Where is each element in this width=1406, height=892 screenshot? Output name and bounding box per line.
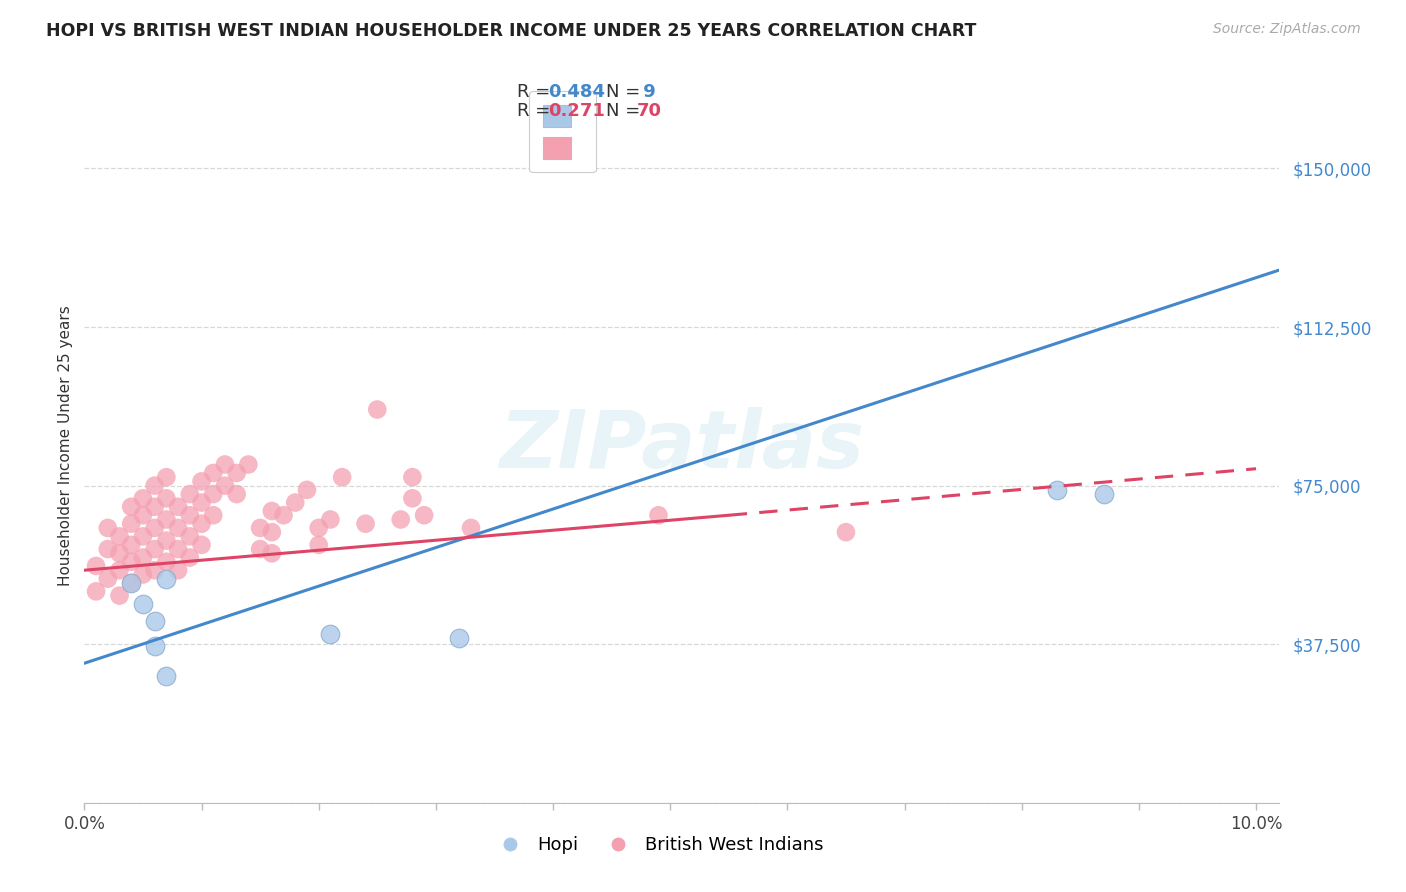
Point: [132, 491, 155, 506]
Point: [155, 533, 177, 548]
Point: [143, 542, 166, 557]
Point: [260, 504, 283, 518]
Text: R =: R =: [517, 103, 557, 120]
Point: [167, 521, 190, 535]
Point: [132, 567, 155, 582]
Point: [225, 466, 247, 480]
Point: [179, 529, 201, 543]
Point: [202, 466, 225, 480]
Point: [225, 487, 247, 501]
Point: [460, 521, 482, 535]
Text: 0.484: 0.484: [548, 83, 606, 101]
Point: [190, 495, 212, 509]
Point: [167, 563, 190, 577]
Point: [84, 559, 107, 574]
Point: [84, 584, 107, 599]
Legend: Hopi, British West Indians: Hopi, British West Indians: [485, 830, 831, 862]
Point: [238, 458, 260, 472]
Point: [308, 521, 330, 535]
Text: ZIPatlas: ZIPatlas: [499, 407, 865, 485]
Text: HOPI VS BRITISH WEST INDIAN HOUSEHOLDER INCOME UNDER 25 YEARS CORRELATION CHART: HOPI VS BRITISH WEST INDIAN HOUSEHOLDER …: [46, 22, 977, 40]
Point: [155, 669, 177, 683]
Point: [284, 495, 307, 509]
Text: Source: ZipAtlas.com: Source: ZipAtlas.com: [1213, 22, 1361, 37]
Point: [319, 626, 342, 640]
Point: [167, 542, 190, 557]
Point: [366, 402, 388, 417]
Text: N =: N =: [606, 103, 645, 120]
Point: [143, 614, 166, 628]
Point: [167, 500, 190, 514]
Point: [354, 516, 377, 531]
Point: [401, 491, 423, 506]
Point: [108, 546, 131, 560]
Text: 70: 70: [637, 103, 662, 120]
Point: [214, 478, 236, 492]
Point: [260, 546, 283, 560]
Point: [295, 483, 318, 497]
Point: [190, 475, 212, 489]
Point: [319, 512, 342, 526]
Point: [260, 525, 283, 540]
Point: [132, 550, 155, 565]
Point: [449, 631, 471, 645]
Point: [179, 550, 201, 565]
Y-axis label: Householder Income Under 25 years: Householder Income Under 25 years: [58, 306, 73, 586]
Point: [143, 521, 166, 535]
Point: [155, 470, 177, 484]
Point: [389, 512, 412, 526]
Point: [120, 575, 142, 590]
Point: [835, 525, 858, 540]
Point: [202, 508, 225, 523]
Point: [108, 529, 131, 543]
Point: [1092, 487, 1115, 501]
Point: [143, 478, 166, 492]
Point: [108, 589, 131, 603]
Point: [120, 500, 142, 514]
Point: [155, 555, 177, 569]
Point: [132, 529, 155, 543]
Point: [330, 470, 353, 484]
Text: N =: N =: [606, 83, 645, 101]
Point: [120, 555, 142, 569]
Point: [155, 572, 177, 586]
Point: [1046, 483, 1069, 497]
Point: [214, 458, 236, 472]
Point: [108, 563, 131, 577]
Point: [249, 521, 271, 535]
Point: [647, 508, 669, 523]
Point: [97, 521, 120, 535]
Point: [143, 500, 166, 514]
Text: 9: 9: [637, 83, 655, 101]
Point: [249, 542, 271, 557]
Point: [190, 538, 212, 552]
Point: [190, 516, 212, 531]
Point: [413, 508, 436, 523]
Point: [202, 487, 225, 501]
Point: [97, 572, 120, 586]
Point: [132, 508, 155, 523]
Text: R =: R =: [517, 83, 557, 101]
Point: [97, 542, 120, 557]
Point: [120, 575, 142, 590]
Point: [143, 640, 166, 654]
Point: [120, 516, 142, 531]
Point: [132, 597, 155, 611]
Point: [143, 563, 166, 577]
Point: [179, 487, 201, 501]
Point: [155, 491, 177, 506]
Point: [273, 508, 295, 523]
Point: [155, 512, 177, 526]
Point: [401, 470, 423, 484]
Point: [179, 508, 201, 523]
Point: [120, 538, 142, 552]
Text: 0.271: 0.271: [548, 103, 605, 120]
Point: [308, 538, 330, 552]
